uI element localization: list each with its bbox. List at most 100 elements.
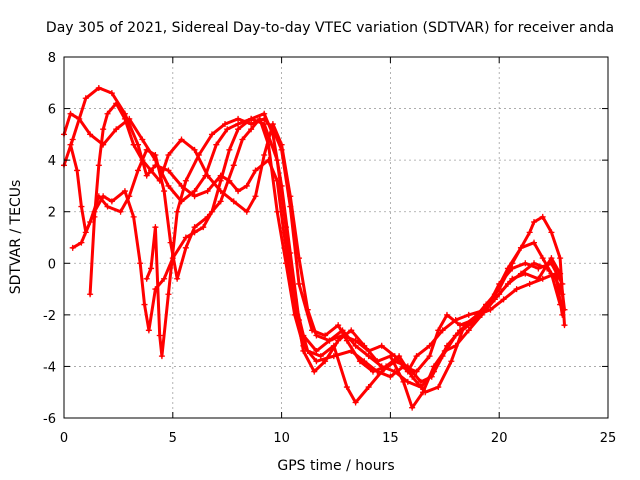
data-point-marker	[182, 234, 189, 241]
data-point-marker	[126, 193, 133, 200]
plot-frame	[63, 56, 609, 419]
y-tick-label: -2	[43, 309, 56, 324]
data-point-marker	[539, 255, 546, 262]
data-point-marker	[121, 115, 128, 122]
data-point-marker	[78, 239, 85, 246]
data-point-marker	[261, 115, 268, 122]
data-point-marker	[496, 286, 503, 293]
y-tick-label: 8	[48, 51, 56, 66]
data-point-marker	[252, 167, 259, 174]
data-point-marker	[269, 121, 276, 128]
data-point-marker	[330, 353, 337, 360]
data-point-marker	[182, 177, 189, 184]
data-point-marker	[165, 167, 172, 174]
data-point-marker	[548, 229, 555, 236]
data-point-marker	[517, 244, 524, 251]
data-point-marker	[239, 136, 246, 143]
data-point-marker	[282, 224, 289, 231]
data-point-marker	[474, 311, 481, 318]
data-point-marker	[87, 131, 94, 138]
data-point-marker	[387, 373, 394, 380]
data-point-marker	[343, 337, 350, 344]
data-point-marker	[182, 244, 189, 251]
data-point-marker	[235, 115, 242, 122]
data-point-marker	[531, 239, 538, 246]
data-point-marker	[100, 126, 107, 133]
data-point-marker	[243, 208, 250, 215]
data-point-marker	[200, 224, 207, 231]
data-point-marker	[145, 327, 152, 334]
data-point-marker	[317, 353, 324, 360]
data-point-marker	[121, 188, 128, 195]
data-point-marker	[365, 384, 372, 391]
data-point-marker	[282, 260, 289, 267]
data-point-marker	[217, 188, 224, 195]
series-track-5	[69, 115, 568, 380]
series-line	[88, 101, 566, 389]
data-point-marker	[409, 373, 416, 380]
data-point-marker	[413, 353, 420, 360]
data-point-marker	[217, 198, 224, 205]
data-point-marker	[548, 255, 555, 262]
data-point-marker	[500, 296, 507, 303]
data-point-marker	[87, 219, 94, 226]
data-point-marker	[278, 146, 285, 153]
data-point-marker	[352, 342, 359, 349]
y-tick-label: 6	[48, 103, 56, 118]
data-point-marker	[152, 151, 159, 158]
data-point-marker	[130, 141, 137, 148]
data-point-marker	[465, 327, 472, 334]
x-tick-label: 20	[491, 431, 508, 446]
data-point-marker	[539, 275, 546, 282]
data-point-marker	[78, 203, 85, 210]
data-point-marker	[165, 182, 172, 189]
data-point-marker	[235, 126, 242, 133]
data-point-marker	[69, 244, 76, 251]
data-point-marker	[409, 404, 416, 411]
x-axis-label: GPS time / hours	[277, 458, 394, 474]
data-point-marker	[483, 301, 490, 308]
data-point-marker	[378, 342, 385, 349]
data-point-marker	[509, 260, 516, 267]
data-point-marker	[82, 95, 89, 102]
data-point-marker	[313, 347, 320, 354]
data-point-marker	[539, 213, 546, 220]
data-point-marker	[134, 167, 141, 174]
data-point-marker	[248, 126, 255, 133]
data-point-marker	[496, 291, 503, 298]
data-point-marker	[311, 368, 318, 375]
data-point-marker	[204, 188, 211, 195]
data-point-marker	[352, 337, 359, 344]
data-point-marker	[356, 358, 363, 365]
data-point-marker	[404, 378, 411, 385]
data-point-marker	[413, 368, 420, 375]
data-point-marker	[296, 280, 303, 287]
data-point-marker	[137, 260, 144, 267]
data-point-marker	[174, 275, 181, 282]
data-point-marker	[204, 213, 211, 220]
data-point-marker	[559, 311, 566, 318]
data-point-marker	[104, 110, 111, 117]
y-tick-label: 0	[48, 257, 56, 272]
data-point-marker	[139, 136, 146, 143]
data-point-marker	[287, 203, 294, 210]
data-point-marker	[217, 177, 224, 184]
data-point-marker	[161, 275, 168, 282]
data-point-marker	[222, 121, 229, 128]
y-tick-label: 2	[48, 206, 56, 221]
data-point-marker	[396, 353, 403, 360]
data-point-marker	[435, 384, 442, 391]
data-point-marker	[513, 286, 520, 293]
data-point-marker	[443, 342, 450, 349]
data-point-marker	[235, 188, 242, 195]
data-point-marker	[191, 224, 198, 231]
x-tick-label: 5	[169, 431, 177, 446]
data-point-marker	[248, 115, 255, 122]
data-point-marker	[191, 193, 198, 200]
data-point-marker	[191, 188, 198, 195]
data-point-marker	[148, 265, 155, 272]
data-point-marker	[348, 327, 355, 334]
data-point-marker	[141, 301, 148, 308]
data-point-marker	[108, 90, 115, 97]
data-point-marker	[274, 157, 281, 164]
